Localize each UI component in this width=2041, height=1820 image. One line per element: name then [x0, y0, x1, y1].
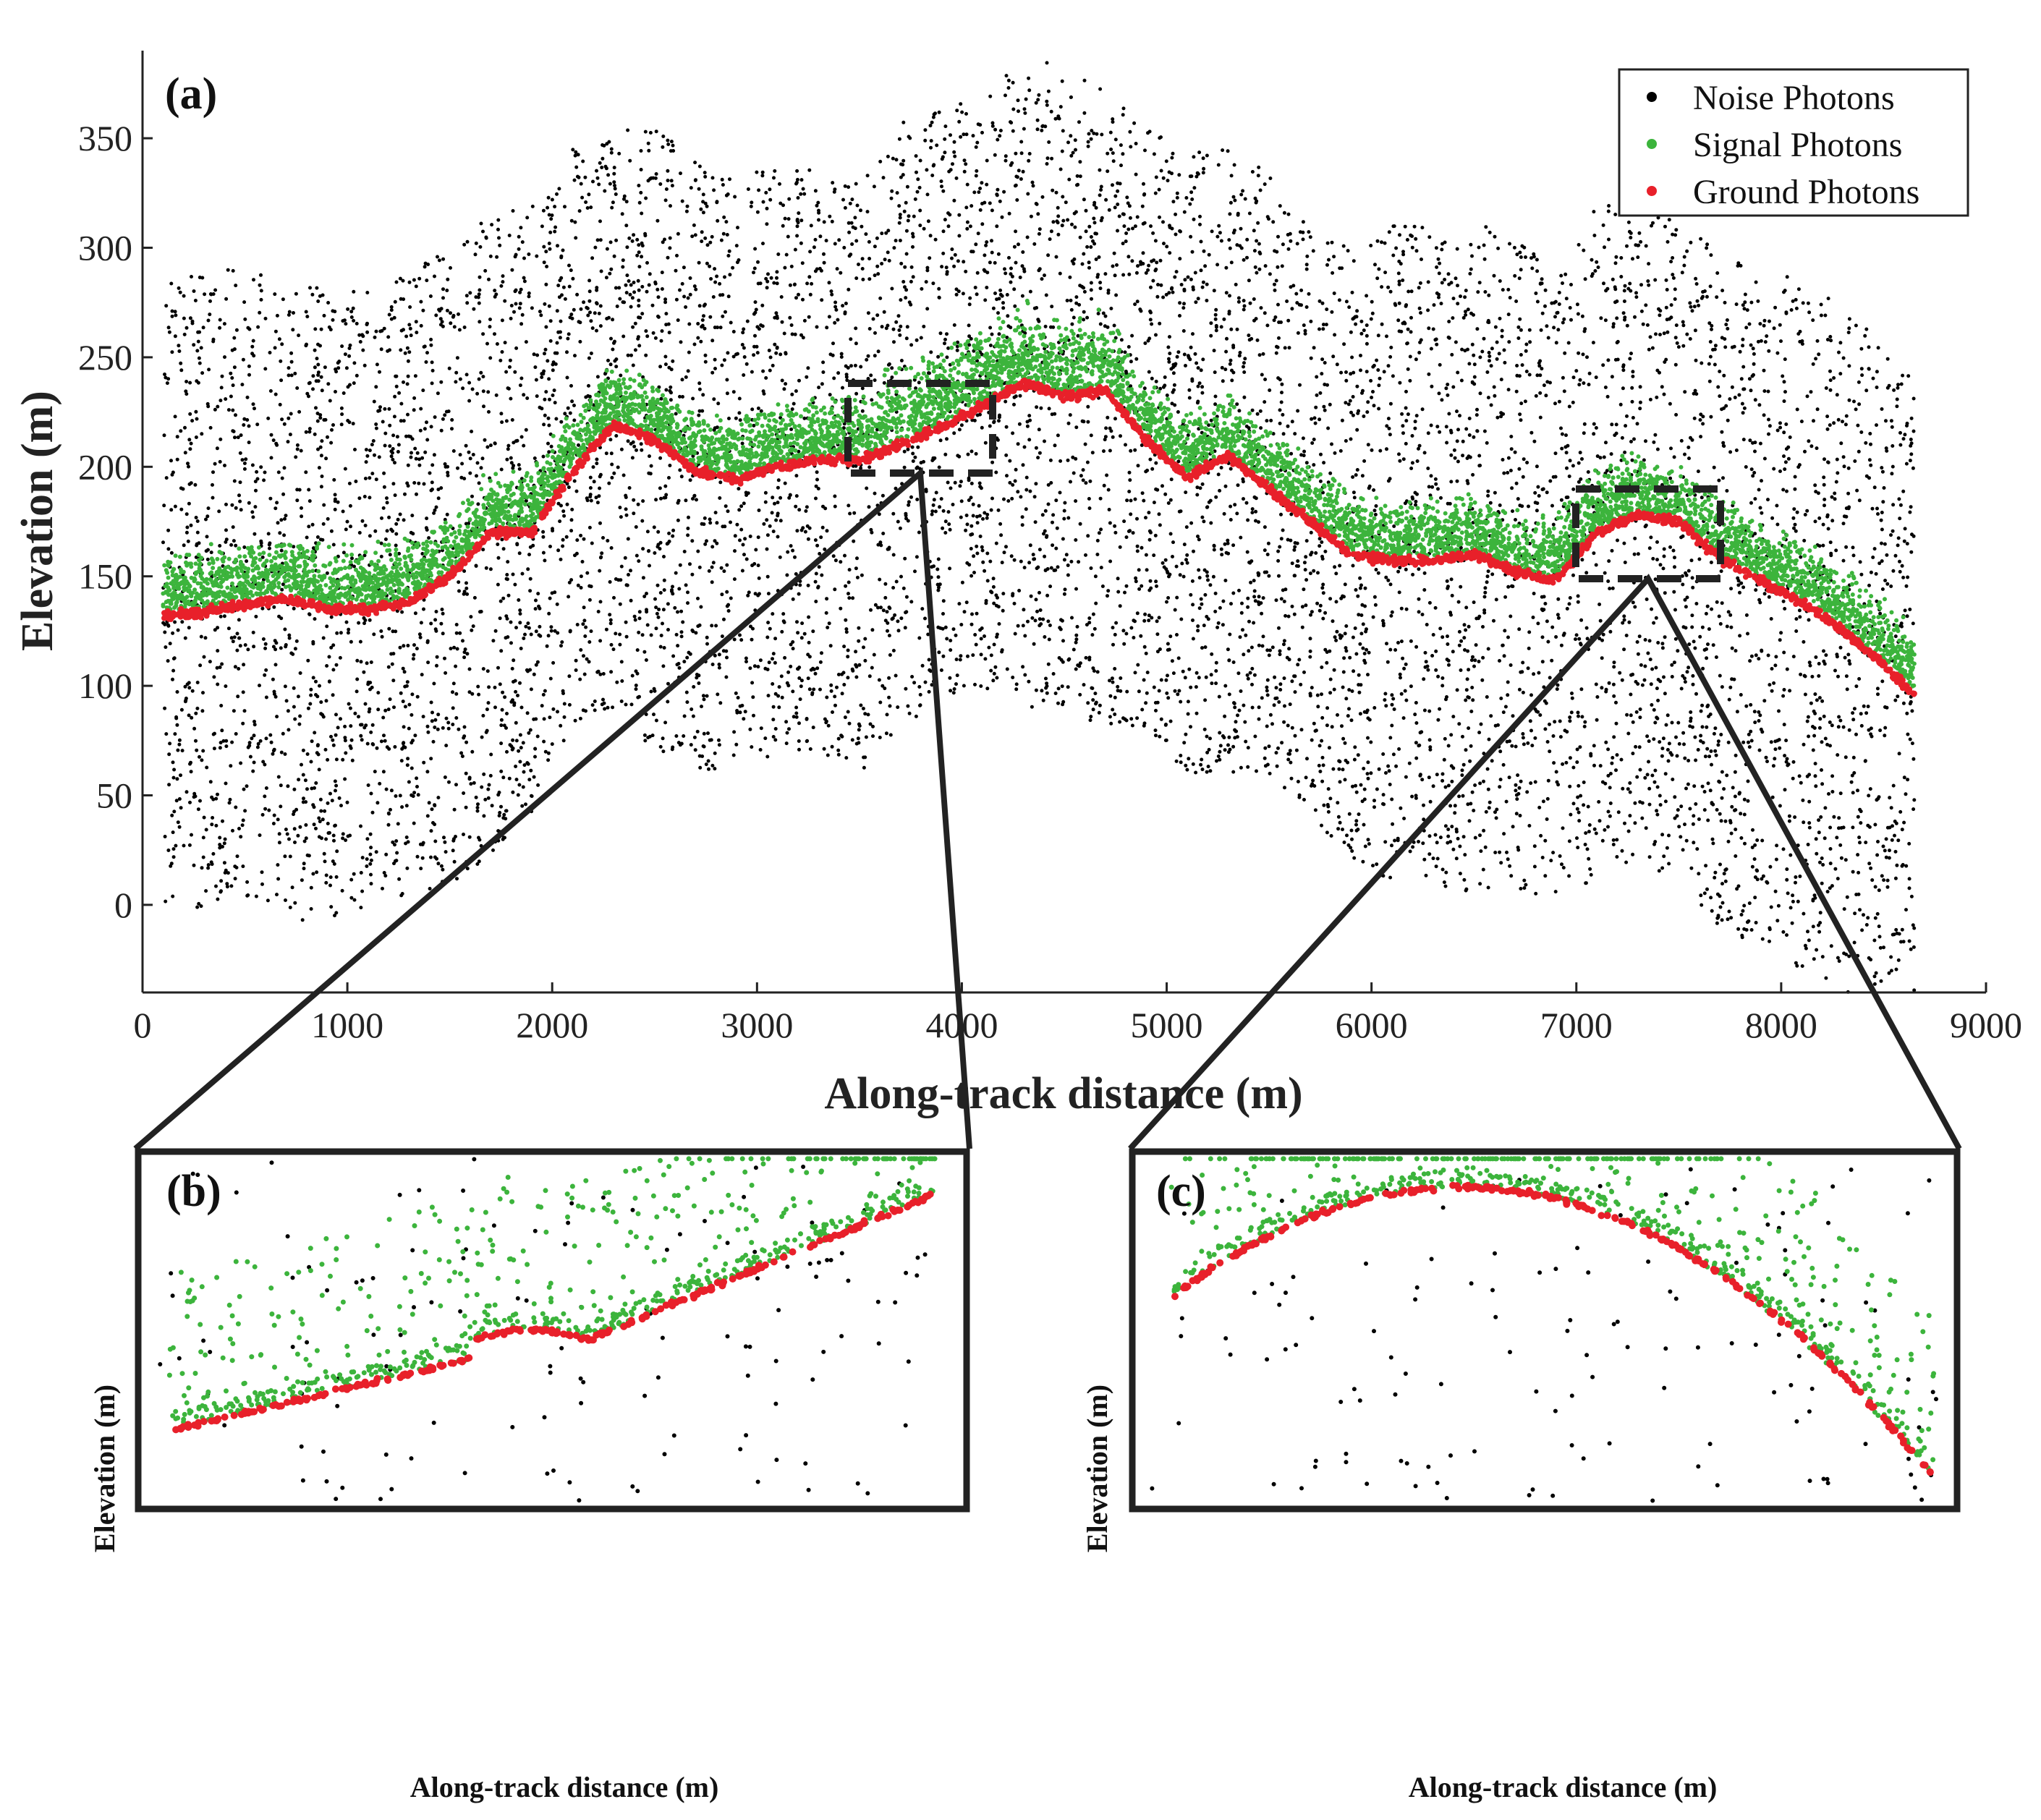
y-tick-label: 50: [96, 775, 132, 815]
zoom-signal-dots: [1168, 1156, 1937, 1471]
panel-c-y-label: Elevation (m): [1081, 1385, 1113, 1552]
panel-c-label: (c): [1156, 1167, 1206, 1216]
zoom-ground-dots: [172, 1190, 934, 1434]
panel-a-x-label: Along-track distance (m): [824, 1069, 1302, 1118]
connector-b: [133, 467, 972, 1152]
panel-c-frame: [1129, 1148, 1961, 1513]
legend-ground-label: Ground Photons: [1693, 173, 1919, 211]
x-tick-label: 7000: [1540, 1005, 1613, 1045]
x-tick-label: 9000: [1950, 1005, 2022, 1045]
legend-noise-marker: [1647, 92, 1657, 102]
panel-a-label: (a): [165, 69, 217, 119]
panel-a-y-label: Elevation (m): [13, 391, 62, 651]
panel-b-points: [158, 1156, 938, 1503]
y-tick-label: 0: [114, 885, 132, 925]
panel-c: (c) Along-track distance (m) Elevation (…: [1081, 1148, 1961, 1803]
panel-b: (b) Along-track distance (m) Elevation (…: [88, 1148, 970, 1803]
legend-noise-label: Noise Photons: [1693, 79, 1895, 117]
panel-b-label: (b): [166, 1167, 221, 1216]
panel-b-frame: [135, 1148, 970, 1513]
panel-c-x-label: Along-track distance (m): [1409, 1771, 1718, 1803]
panel-c-points: [1150, 1156, 1938, 1503]
ground-photon-dots: [161, 377, 1917, 697]
legend-signal-marker: [1647, 139, 1657, 149]
x-tick-label: 8000: [1745, 1005, 1817, 1045]
zoom-connectors: [133, 467, 1962, 1152]
y-tick-label: 300: [78, 228, 132, 268]
y-tick-label: 250: [78, 337, 132, 378]
x-tick-label: 6000: [1336, 1005, 1408, 1045]
zoom-noise-dots: [158, 1157, 928, 1503]
y-tick-label: 150: [78, 556, 132, 597]
legend: Noise Photons Signal Photons Ground Phot…: [1618, 68, 1969, 217]
x-tick-label: 3000: [721, 1005, 793, 1045]
legend-box: [1618, 68, 1969, 217]
panel-a-x-ticks: 0 1000 2000 3000 4000 5000 6000 7000 8000 9000: [134, 982, 2022, 1045]
y-tick-label: 350: [78, 118, 132, 158]
panel-a-y-ticks: 0 50 100 150 200 250 300 350: [78, 118, 153, 925]
panel-b-y-label: Elevation (m): [88, 1385, 121, 1552]
panel-a: 0 1000 2000 3000 4000 5000 6000 7000 8000 9000 05…: [13, 51, 2022, 1118]
legend-ground-marker: [1647, 186, 1657, 196]
panel-a-ground-photons: [161, 377, 1917, 697]
x-tick-label: 2000: [516, 1005, 588, 1045]
connector-c: [1128, 574, 1962, 1151]
zoom-ground-dots: [1171, 1181, 1934, 1476]
y-tick-label: 100: [78, 666, 132, 706]
panel-a-signal-photons: [161, 298, 1917, 689]
x-tick-label: 1000: [311, 1005, 383, 1045]
y-tick-label: 200: [78, 446, 132, 487]
x-tick-label: 0: [134, 1005, 152, 1045]
signal-photon-dots: [161, 298, 1917, 689]
legend-signal-label: Signal Photons: [1693, 126, 1902, 164]
x-tick-label: 5000: [1131, 1005, 1203, 1045]
panel-c-background: [1132, 1152, 1957, 1509]
panel-b-x-label: Along-track distance (m): [410, 1771, 719, 1803]
